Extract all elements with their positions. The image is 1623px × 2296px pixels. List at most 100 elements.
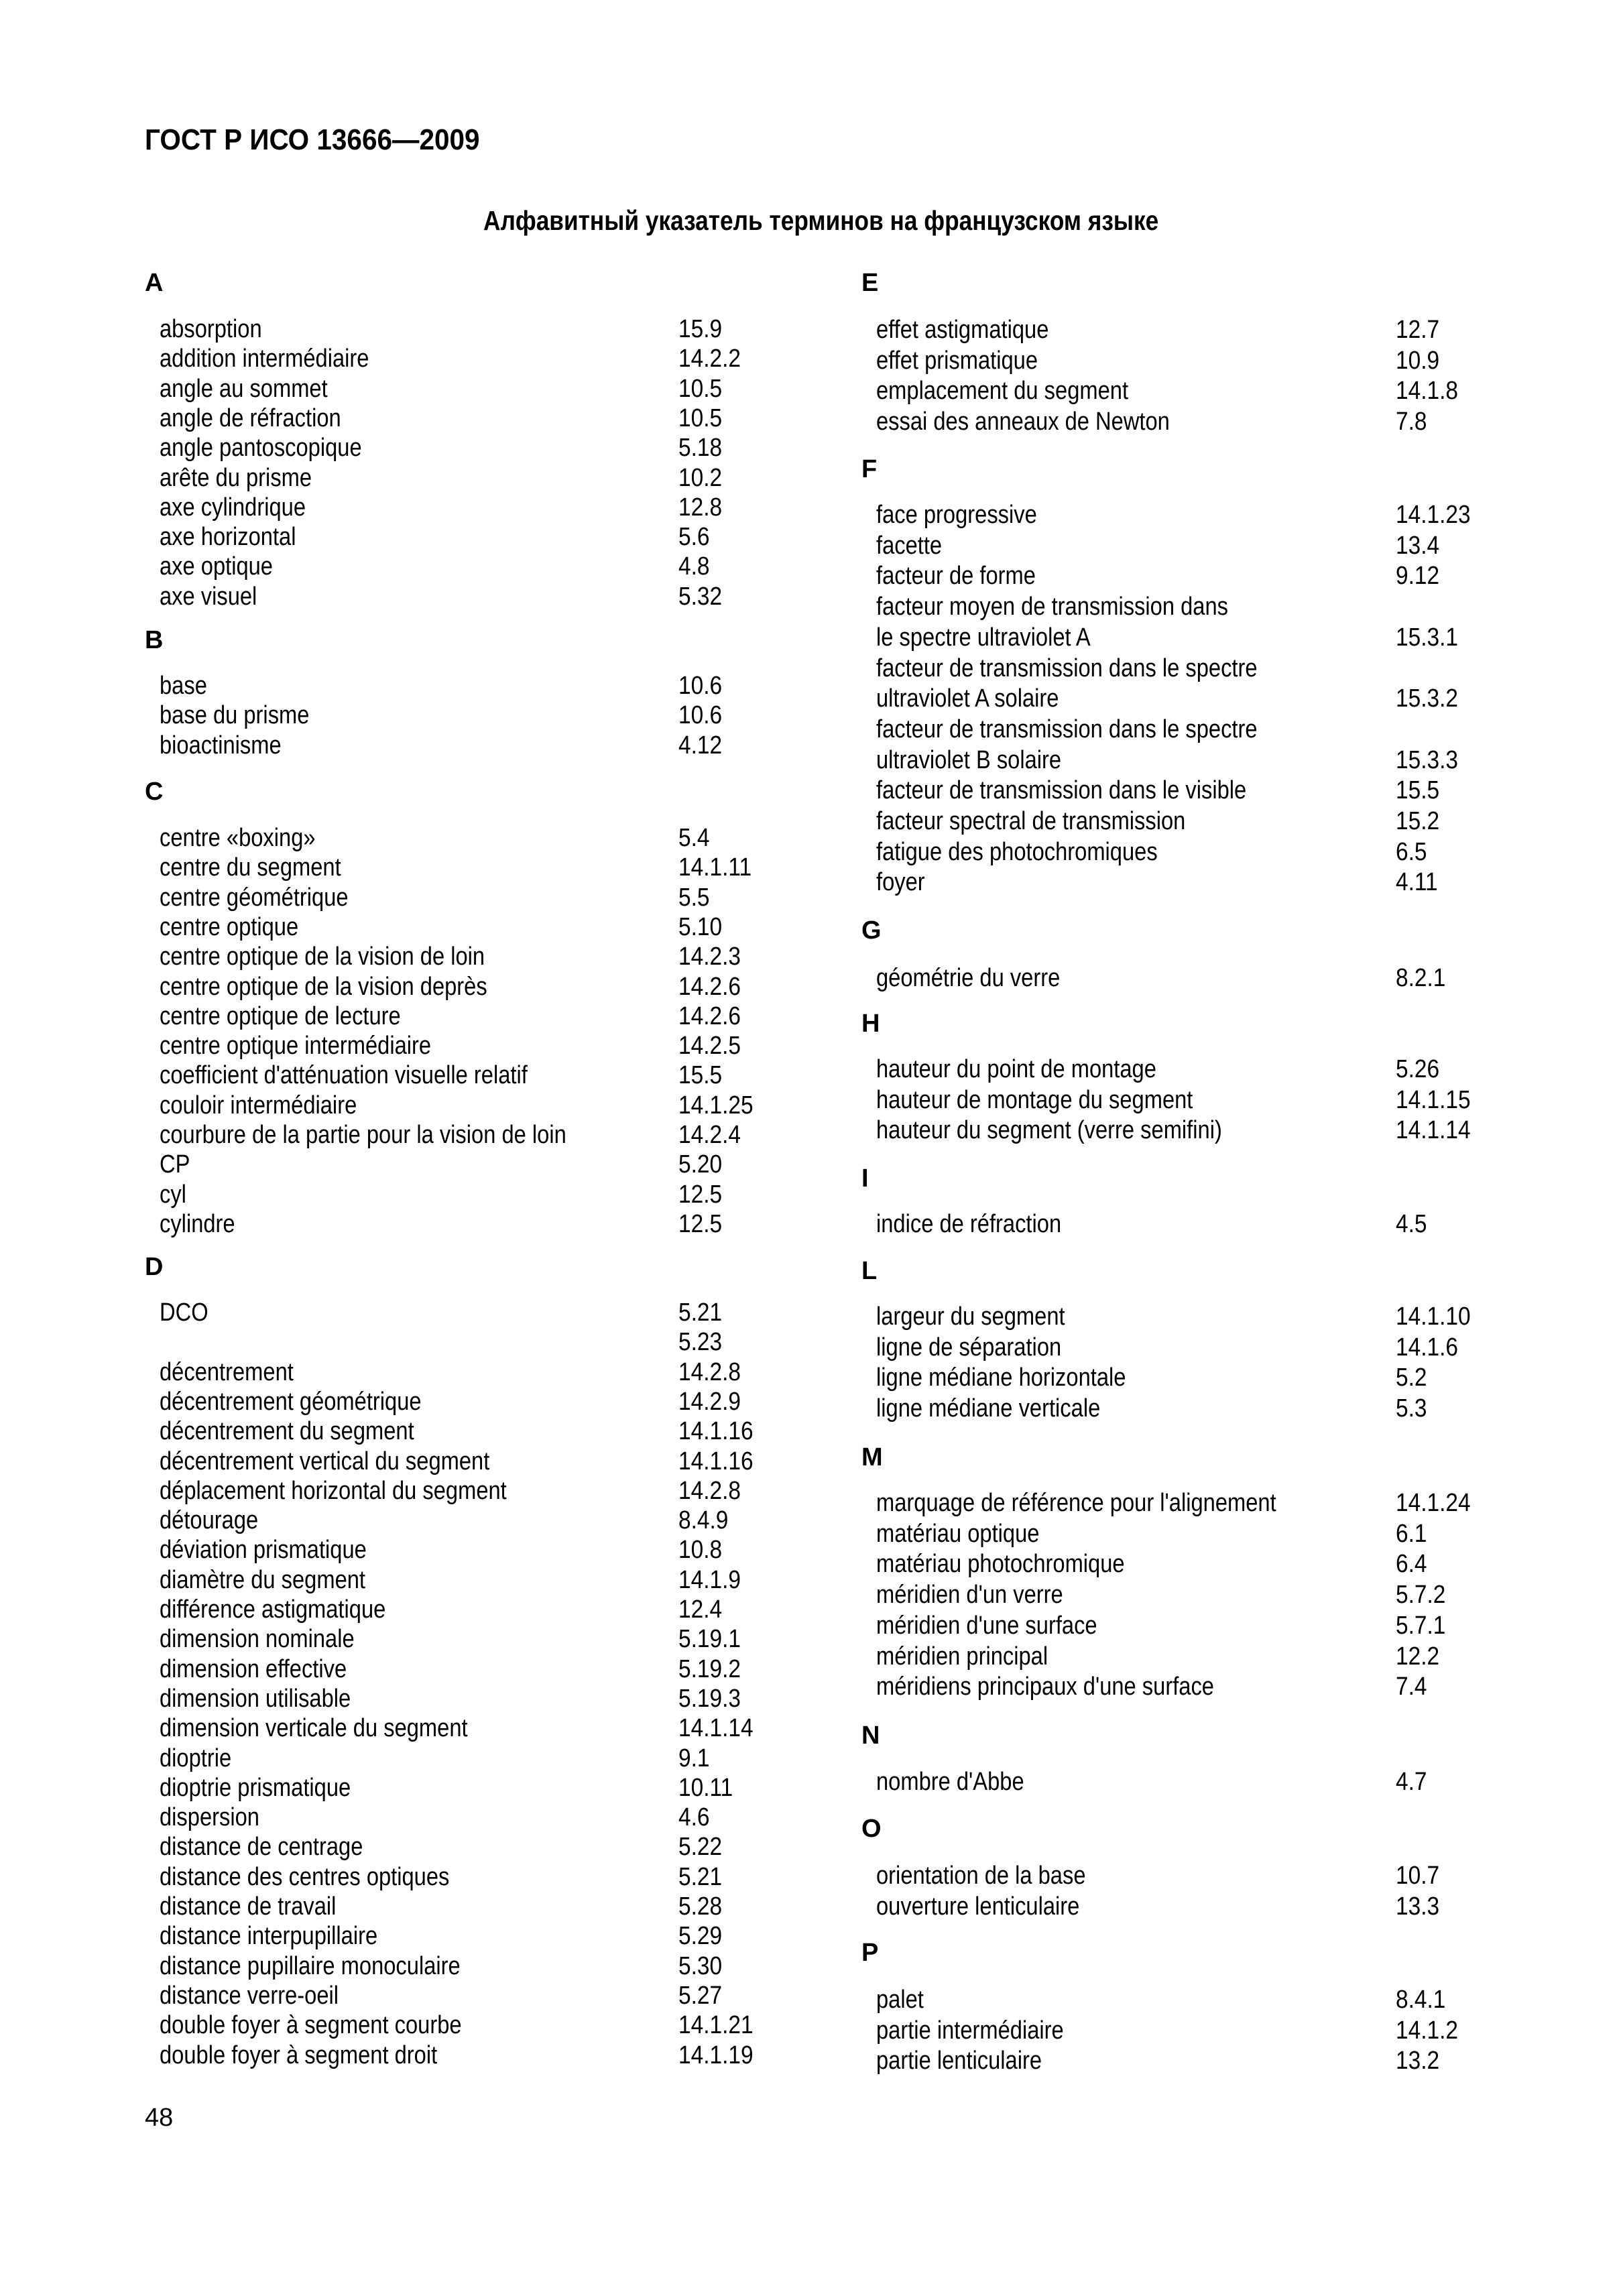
index-entry: angle pantoscopique 5.18 [160,433,813,463]
index-reference: 14.1.14 [1396,1116,1471,1145]
index-term: CP [160,1150,190,1179]
index-entry: bioactinisme 4.12 [160,731,813,760]
index-entry: ligne médiane horizontale 5.2 [876,1363,1530,1392]
section-letter: E [861,269,879,297]
index-reference: 15.2 [1396,807,1440,835]
index-entry: fatigue des photochromiques 6.5 [876,837,1530,867]
index-term: effet astigmatique [876,316,1049,344]
page-number: 48 [145,2104,174,2132]
index-term: ligne médiane horizontale [876,1364,1126,1392]
index-term: foyer [876,868,925,897]
index-entry: hauteur du point de montage 5.26 [876,1054,1530,1084]
index-reference: 14.2.3 [678,943,741,971]
index-term: bioactinisme [160,731,282,760]
index-entry: ultraviolet A solaire 15.3.2 [876,684,1530,713]
index-term: décentrement vertical du segment [160,1447,490,1475]
section-letter: P [861,1939,879,1967]
index-reference: 14.1.10 [1396,1303,1471,1331]
index-reference: 14.1.9 [678,1565,741,1594]
section-letter: M [861,1443,883,1471]
index-term: hauteur du segment (verre semifini) [876,1116,1222,1145]
index-entry: base 10.6 [160,671,813,701]
index-reference: 8.2.1 [1396,964,1446,992]
index-term: décentrement géométrique [160,1387,422,1416]
index-entry: centre optique de lecture 14.2.6 [160,1002,813,1031]
index-reference: 14.1.16 [678,1447,754,1475]
index-reference: 10.2 [678,463,723,492]
index-entry: largeur du segment 14.1.10 [876,1302,1530,1331]
index-reference: 13.4 [1396,531,1440,560]
index-entry: courbure de la partie pour la vision de … [160,1120,813,1150]
index-entry: indice de réfraction 4.5 [876,1209,1530,1239]
index-entry: diamètre du segment 14.1.9 [160,1565,813,1595]
index-entry: dioptrie prismatique 10.11 [160,1773,813,1803]
index-reference: 15.5 [678,1061,723,1090]
index-term: double foyer à segment droit [160,2041,438,2069]
index-entry: distance interpupillaire 5.29 [160,1921,813,1951]
index-reference: 4.7 [1396,1768,1427,1796]
index-term: ultraviolet A solaire [876,684,1059,713]
index-term: facette [876,531,943,560]
index-term: axe horizontal [160,523,296,552]
index-entry: ligne de séparation 14.1.6 [876,1333,1530,1362]
index-term: centre optique intermédiaire [160,1032,432,1061]
section-letter: H [861,1010,880,1038]
index-reference: 14.1.16 [678,1417,754,1446]
index-entry: distance de centrage 5.22 [160,1832,813,1862]
index-term: axe cylindrique [160,493,306,522]
index-term: axe optique [160,552,273,581]
index-term: angle au sommet [160,374,328,403]
section-letter: F [861,455,878,483]
index-term: marquage de référence pour l'alignement [876,1489,1276,1517]
index-term: dioptrie [160,1744,232,1772]
index-reference: 14.1.15 [1396,1085,1471,1114]
index-term: axe visuel [160,582,257,611]
index-entry: arête du prisme 10.2 [160,463,813,493]
index-reference: 12.5 [678,1180,723,1209]
index-term: méridien d'une surface [876,1611,1097,1640]
index-reference: 15.9 [678,315,723,343]
index-entry: facette 13.4 [876,531,1530,560]
index-term: facteur spectral de transmission [876,807,1186,835]
index-term: déplacement horizontal du segment [160,1476,507,1505]
index-term: matériau photochromique [876,1550,1125,1579]
index-reference: 14.2.2 [678,345,741,373]
index-term: ligne médiane verticale [876,1394,1101,1423]
index-entry: orientation de la base 10.7 [876,1861,1530,1890]
index-term: partie lenticulaire [876,2047,1042,2075]
index-term: distance de centrage [160,1833,363,1862]
index-term: distance interpupillaire [160,1922,378,1951]
index-term: matériau optique [876,1519,1040,1548]
index-reference: 15.3.2 [1396,684,1458,713]
index-reference: 13.2 [1396,2047,1440,2075]
index-reference: 5.3 [1396,1394,1427,1423]
index-term: face progressive [876,501,1037,529]
index-term: centre optique de lecture [160,1002,401,1030]
index-term: cylindre [160,1209,235,1238]
index-entry: le spectre ultraviolet A 15.3.1 [876,623,1530,652]
index-entry: distance pupillaire monoculaire 5.30 [160,1951,813,1981]
index-reference: 14.1.8 [1396,377,1458,406]
index-reference: 12.4 [678,1595,723,1624]
document-code-header: ГОСТ Р ИСО 13666—2009 [145,123,480,156]
index-term: diamètre du segment [160,1565,366,1594]
index-reference: 14.2.6 [678,972,741,1001]
index-entry: ultraviolet B solaire 15.3.3 [876,745,1530,775]
index-term: largeur du segment [876,1303,1065,1331]
index-reference: 9.12 [1396,562,1440,591]
index-term: courbure de la partie pour la vision de … [160,1121,566,1149]
section-letter: O [861,1815,882,1843]
index-reference: 8.4.9 [678,1506,729,1535]
index-term: essai des anneaux de Newton [876,408,1170,436]
index-reference: 5.29 [678,1922,723,1951]
index-entry: facteur spectral de transmission 15.2 [876,806,1530,836]
index-entry: CP 5.20 [160,1150,813,1179]
index-reference: 14.2.8 [678,1476,741,1505]
index-entry: absorption 15.9 [160,314,813,344]
section-letter: A [145,269,164,297]
index-term: distance de travail [160,1892,337,1921]
index-entry: décentrement géométrique 14.2.9 [160,1387,813,1416]
index-term: couloir intermédiaire [160,1091,357,1120]
index-entry: face progressive 14.1.23 [876,500,1530,530]
index-term: ouverture lenticulaire [876,1892,1080,1921]
